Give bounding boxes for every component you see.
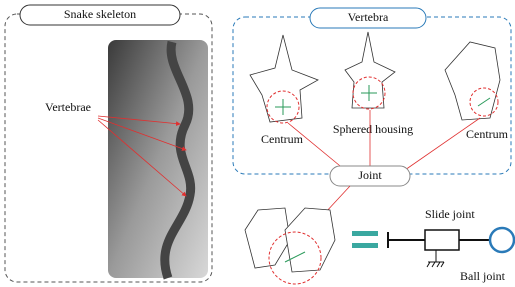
- vertebra-sketch: [285, 208, 335, 272]
- sphered-housing-label: Sphered housing: [333, 122, 413, 136]
- ball-joint: [490, 228, 514, 252]
- slide-joint-box: [425, 230, 459, 250]
- figure: Snake skeleton Vertebrae Vertebra Centru…: [0, 0, 515, 287]
- ground-hatch: [427, 262, 444, 267]
- equals-bar: [352, 243, 378, 248]
- vertebra-title: Vertebra: [348, 10, 389, 24]
- vertebra-sketch: [445, 42, 500, 120]
- centrum-label: Centrum: [261, 132, 304, 146]
- vertebra-sketch: [345, 32, 395, 108]
- skeleton-title: Snake skeleton: [64, 7, 136, 21]
- equals-bar: [352, 231, 378, 236]
- arrow: [405, 118, 480, 170]
- ball-joint-label: Ball joint: [460, 269, 506, 283]
- vertebra-sketch: [250, 35, 318, 122]
- vertebra-sketch: [245, 208, 290, 268]
- centrum-label: Centrum: [466, 127, 509, 141]
- slide-joint-label: Slide joint: [425, 207, 475, 221]
- joint-title: Joint: [358, 168, 382, 182]
- xray-image: [108, 40, 208, 278]
- vertebrae-label: Vertebrae: [45, 100, 91, 114]
- page: Snake skeleton Vertebrae Vertebra Centru…: [0, 0, 515, 287]
